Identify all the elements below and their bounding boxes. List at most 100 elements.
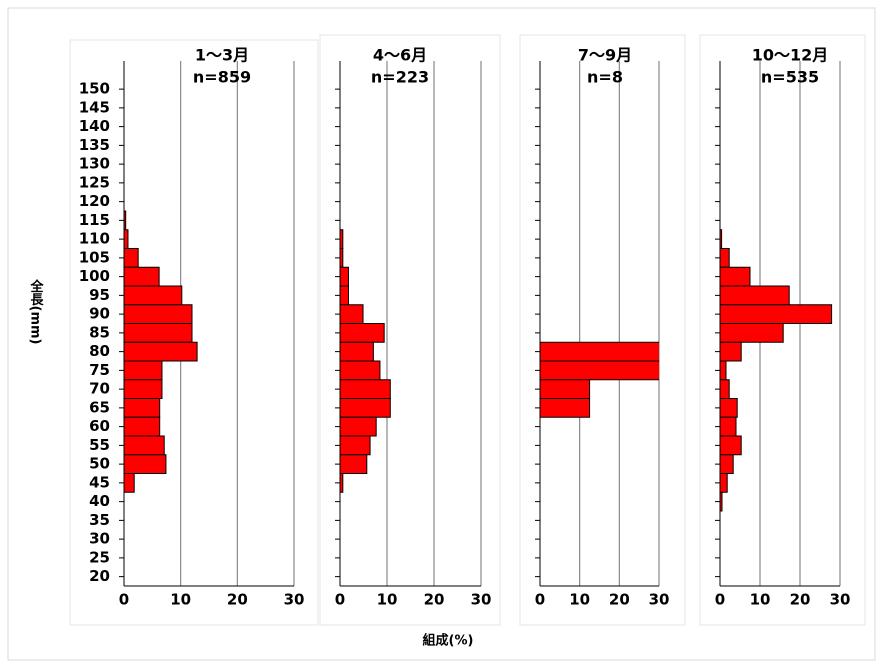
bar: [340, 454, 368, 474]
y-tick-label: 85: [89, 323, 110, 341]
y-tick-label: 50: [89, 455, 110, 473]
y-tick-label: 20: [89, 567, 110, 585]
y-tick-label: 100: [79, 267, 110, 285]
bar: [124, 416, 161, 437]
chart-title: 7～9月: [578, 46, 632, 65]
y-tick-label: 30: [89, 530, 110, 548]
bar: [340, 304, 364, 324]
bar: [124, 248, 139, 268]
y-tick-label: 145: [79, 98, 110, 116]
x-tick-label: 10: [569, 591, 590, 609]
bar: [124, 454, 167, 474]
bars: [340, 229, 391, 493]
x-tick-label: 30: [830, 591, 851, 609]
chart-title: 10～12月: [752, 46, 829, 65]
x-tick-label: 0: [119, 591, 129, 609]
bar: [340, 379, 391, 399]
x-tick-label: 0: [715, 591, 725, 609]
y-tick-label: 70: [89, 380, 110, 398]
x-tick-label: 10: [750, 591, 771, 609]
y-tick-label: 125: [79, 173, 110, 191]
bar: [124, 285, 183, 306]
y-tick-label: 35: [89, 511, 110, 529]
bar: [720, 473, 728, 493]
bar: [720, 323, 784, 343]
y-tick-label: 105: [79, 248, 110, 266]
bar: [540, 360, 659, 381]
bar: [720, 379, 730, 399]
bar: [720, 416, 737, 437]
y-tick-label: 60: [89, 417, 110, 435]
bar: [124, 360, 163, 381]
y-tick-label: 140: [79, 117, 110, 135]
bar: [124, 266, 160, 287]
bar: [124, 473, 135, 493]
y-tick-label: 75: [89, 361, 110, 379]
y-tick-label: 135: [79, 136, 110, 154]
bar: [720, 266, 751, 287]
chart-subtitle: n=535: [761, 68, 819, 87]
bar: [720, 248, 730, 268]
panel: [69, 39, 319, 626]
y-tick-label: 40: [89, 492, 110, 510]
bars: [124, 210, 198, 493]
x-tick-label: 20: [227, 591, 248, 609]
bar: [540, 379, 591, 399]
x-tick-label: 20: [609, 591, 630, 609]
y-axis-label: 全長(mm): [28, 279, 45, 345]
bar: [720, 491, 723, 512]
y-tick-label: 95: [89, 286, 110, 304]
chart-subtitle: n=223: [371, 68, 429, 87]
y-tick-label: 120: [79, 192, 110, 210]
x-tick-label: 20: [424, 591, 445, 609]
x-tick-label: 10: [377, 591, 398, 609]
bar: [720, 398, 738, 418]
x-tick-label: 0: [535, 591, 545, 609]
bar: [124, 341, 198, 362]
bar: [124, 323, 193, 343]
bar: [340, 473, 344, 493]
x-tick-label: 10: [170, 591, 191, 609]
bar: [340, 341, 374, 362]
x-tick-label: 30: [284, 591, 305, 609]
bar: [124, 229, 129, 249]
y-tick-label: 45: [89, 473, 110, 491]
y-tick-label: 25: [89, 548, 110, 566]
y-tick-label: 90: [89, 305, 110, 323]
chart-subtitle: n=8: [587, 68, 623, 87]
bar: [720, 454, 734, 474]
bar: [720, 360, 727, 381]
chart-subtitle: n=859: [193, 68, 251, 87]
panel: [519, 34, 686, 626]
bar: [720, 304, 833, 324]
bar: [124, 398, 161, 418]
bar: [124, 435, 165, 456]
y-tick-label: 150: [79, 80, 110, 98]
y-tick-label: 55: [89, 436, 110, 454]
y-tick-label: 115: [79, 211, 110, 229]
y-tick-label: 65: [89, 398, 110, 416]
bar: [340, 435, 371, 456]
bar: [340, 398, 391, 418]
bar: [340, 416, 377, 437]
bar: [340, 360, 381, 381]
bar: [124, 304, 193, 324]
x-tick-label: 30: [649, 591, 670, 609]
bar: [720, 285, 790, 306]
bar: [124, 379, 163, 399]
x-tick-label: 0: [335, 591, 345, 609]
chart-title: 4～6月: [373, 46, 427, 65]
bar: [340, 266, 349, 287]
x-tick-label: 20: [790, 591, 811, 609]
y-tick-label: 130: [79, 155, 110, 173]
bars: [540, 341, 659, 418]
y-tick-label: 110: [79, 230, 110, 248]
bar: [720, 435, 742, 456]
bar: [540, 398, 591, 418]
bars: [720, 229, 833, 512]
chart-title: 1～3月: [195, 46, 249, 65]
y-tick-label: 80: [89, 342, 110, 360]
bar: [340, 285, 349, 306]
bar: [340, 323, 385, 343]
